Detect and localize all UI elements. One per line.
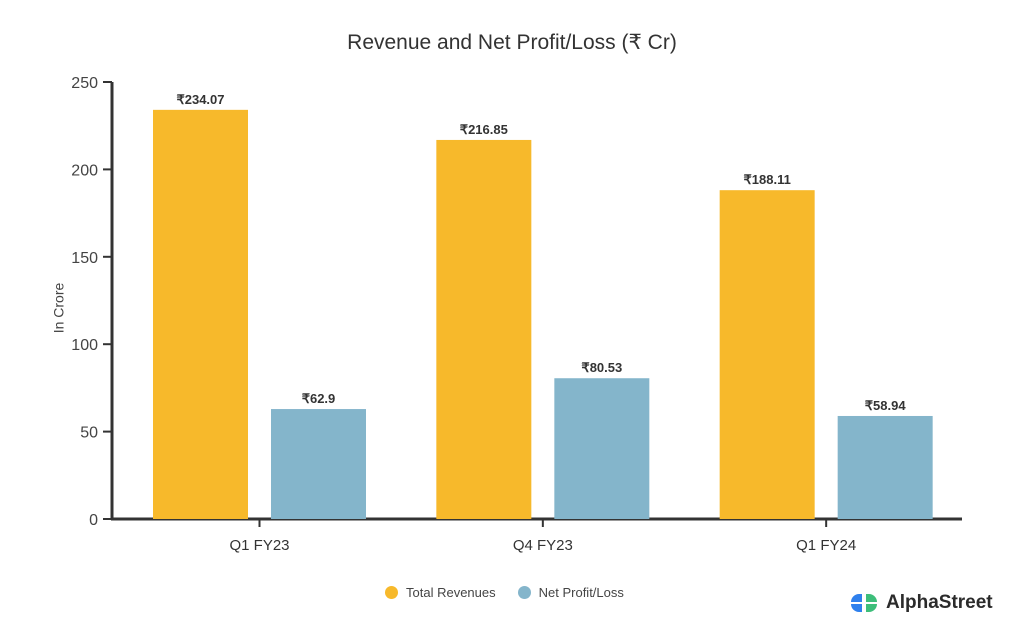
logo-text: AlphaStreet <box>886 592 993 613</box>
chart-title: Revenue and Net Profit/Loss (₹ Cr) <box>347 31 677 54</box>
x-tick-label: Q1 FY24 <box>796 537 856 554</box>
data-label: ₹234.07 <box>176 92 224 107</box>
legend-item-revenue[interactable]: Total Revenues <box>385 585 496 600</box>
y-tick-label: 50 <box>80 425 98 442</box>
y-tick-label: 100 <box>71 337 98 354</box>
bar-profit <box>837 415 933 519</box>
y-tick-label: 250 <box>71 75 98 92</box>
data-label: ₹216.85 <box>460 122 508 137</box>
x-tick-label: Q1 FY23 <box>229 537 289 554</box>
data-label: ₹80.53 <box>581 360 622 375</box>
y-tick-label: 0 <box>89 512 98 529</box>
legend-label: Total Revenues <box>406 585 496 600</box>
logo-icon <box>851 594 877 612</box>
bar-revenue <box>153 109 248 519</box>
alphastreet-logo: AlphaStreet <box>851 592 993 614</box>
bar-profit <box>271 409 366 519</box>
legend-swatch <box>517 586 531 599</box>
bar-profit <box>554 378 650 519</box>
data-label: ₹188.11 <box>744 172 791 187</box>
legend-item-profit[interactable]: Net Profit/Loss <box>517 585 624 600</box>
bar-revenue <box>719 190 815 519</box>
data-label: ₹62.9 <box>302 391 336 406</box>
bar-revenue <box>436 139 532 519</box>
legend: Total Revenues Net Profit/Loss <box>385 585 624 600</box>
y-tick-label: 200 <box>71 162 98 179</box>
legend-swatch <box>385 586 398 599</box>
data-label: ₹58.94 <box>865 398 907 413</box>
y-tick-label: 150 <box>71 250 98 267</box>
x-tick-label: Q4 FY23 <box>513 537 573 554</box>
legend-label: Net Profit/Loss <box>538 585 624 600</box>
